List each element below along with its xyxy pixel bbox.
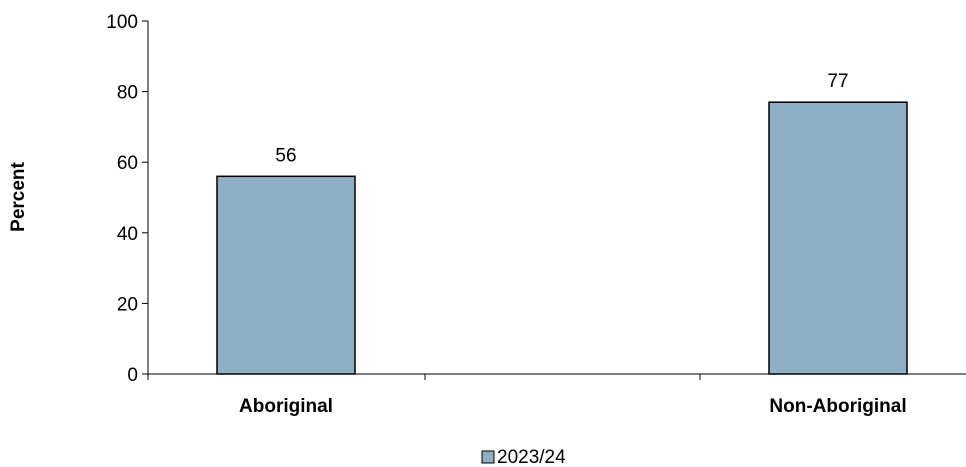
x-tick-label: Non-Aboriginal — [769, 396, 906, 417]
y-tick-label: 100 — [106, 12, 138, 33]
legend: 2023/24 — [481, 447, 566, 467]
axes — [142, 20, 966, 380]
data-label: 56 — [275, 145, 296, 166]
legend-swatch — [481, 450, 495, 464]
y-tick-label: 20 — [117, 294, 138, 315]
y-tick-label: 80 — [117, 83, 138, 104]
x-tick-label: Aboriginal — [239, 396, 333, 417]
y-axis-title: Percent — [8, 161, 29, 231]
y-tick-label: 0 — [127, 365, 138, 386]
bars — [216, 101, 908, 375]
labels: 0 20 40 60 80 100 56 Aboriginal 77 Non-Aboriginal — [106, 12, 906, 417]
y-tick-label: 40 — [117, 224, 138, 245]
y-tick-label: 60 — [117, 153, 138, 174]
data-label: 77 — [827, 71, 848, 92]
bar-aboriginal — [216, 175, 356, 375]
bar-non-aboriginal — [768, 101, 908, 375]
legend-label: 2023/24 — [497, 447, 566, 467]
